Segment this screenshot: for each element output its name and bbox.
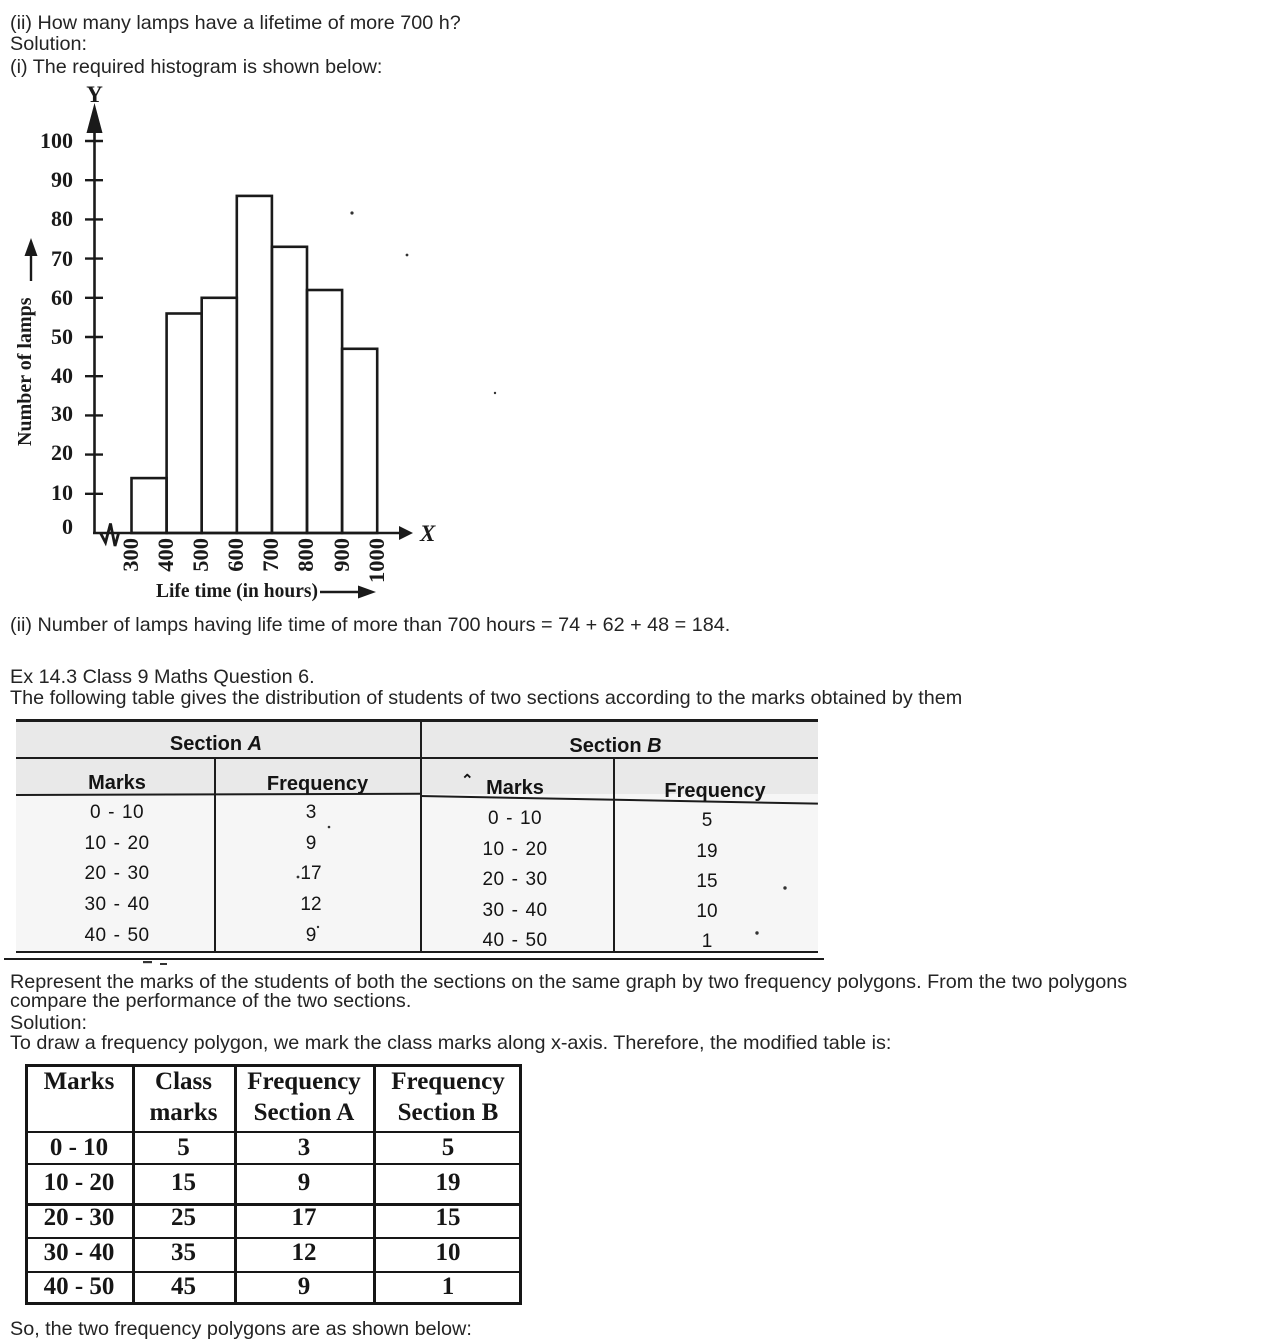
svg-text:800: 800 [293,538,318,572]
svg-text:1000: 1000 [364,538,389,583]
svg-text:20: 20 [51,440,73,465]
svg-text:90: 90 [51,167,73,192]
svg-text:400: 400 [153,538,178,572]
svg-text:Number of lamps: Number of lamps [14,297,36,446]
svg-text:100: 100 [40,128,73,153]
svg-text:700: 700 [258,538,283,572]
svg-text:70: 70 [51,246,73,271]
svg-text:40: 40 [51,363,73,388]
svg-text:50: 50 [51,324,73,349]
svg-text:0: 0 [62,514,73,539]
svg-text:30: 30 [51,401,73,426]
svg-text:X: X [419,521,436,546]
svg-text:80: 80 [51,206,73,231]
svg-text:10: 10 [51,480,73,505]
svg-text:Life time (in hours): Life time (in hours) [156,581,318,602]
svg-text:600: 600 [223,538,248,572]
svg-text:Y: Y [86,85,103,107]
svg-text:60: 60 [51,285,73,310]
svg-text:900: 900 [329,538,354,572]
svg-text:300: 300 [118,538,143,572]
svg-text:500: 500 [188,538,213,572]
